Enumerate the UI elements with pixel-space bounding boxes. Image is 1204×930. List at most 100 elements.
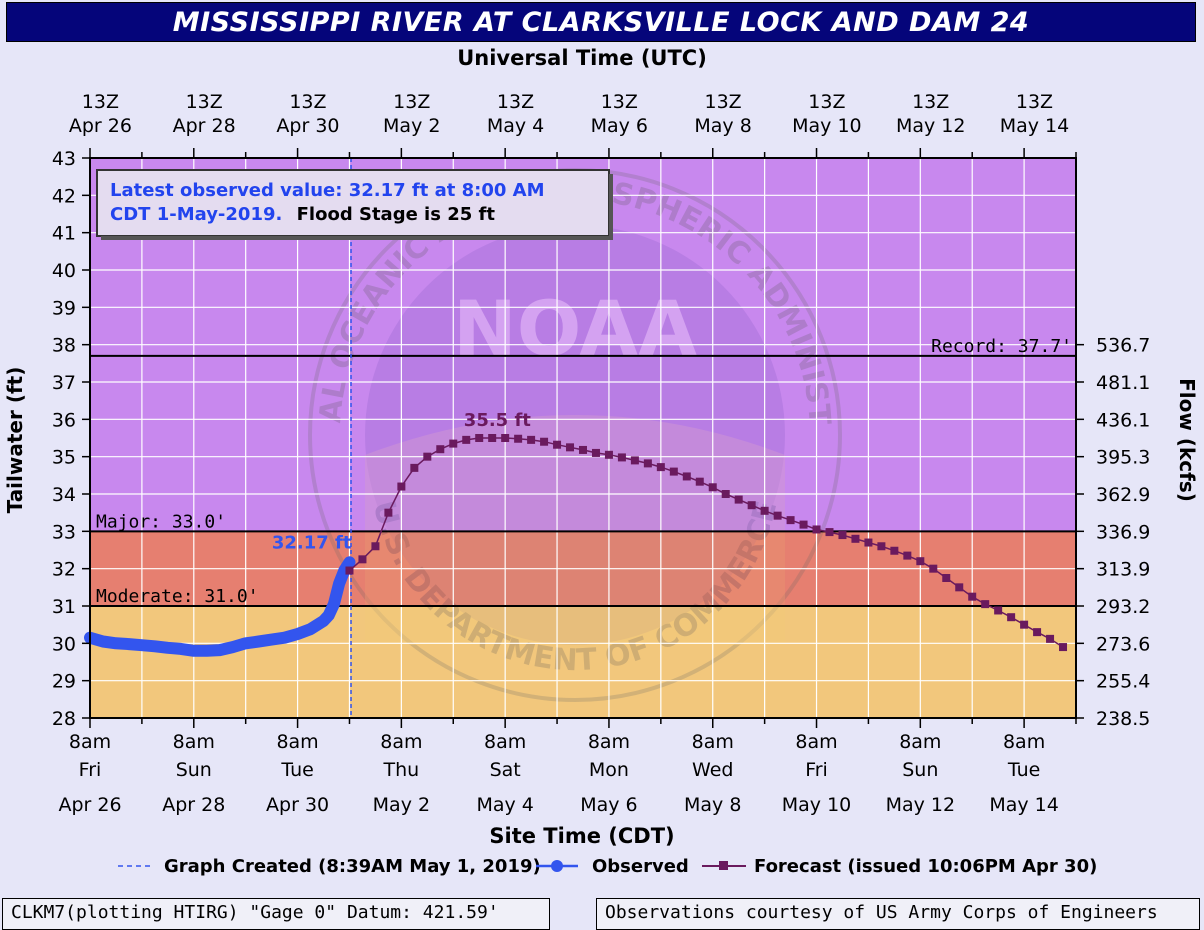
watermark-center-text: NOAA — [453, 284, 697, 373]
title-bar: MISSISSIPPI RIVER AT CLARKSVILLE LOCK AN… — [6, 2, 1196, 42]
top-tick-label-z: 13Z — [289, 91, 326, 113]
x-tick-label-time: 8am — [380, 731, 422, 753]
x-tick-label-time: 8am — [899, 731, 941, 753]
watermark-inner-circle — [365, 225, 785, 645]
watermark-bird — [365, 415, 785, 645]
forecast-point — [786, 516, 795, 525]
legend: Graph Created (8:39AM May 1, 2019) Obser… — [118, 856, 1097, 877]
y-tick-label: 28 — [52, 708, 76, 730]
info-observed-line1: Latest observed value: 32.17 ft at 8:00 … — [110, 180, 545, 201]
forecast-point — [682, 472, 691, 481]
x-tick-label-weekday: Tue — [280, 759, 313, 781]
band-action — [90, 606, 1076, 718]
svg-text:CDT 1-May-2019. Flood St: CDT 1-May-2019. Flood Stage is 25 ft — [110, 204, 495, 225]
forecast-point — [579, 445, 587, 454]
forecast-peak-label: 35.5 ft — [464, 410, 532, 431]
top-tick-label-date: Apr 26 — [69, 115, 132, 137]
forecast-point — [994, 606, 1003, 615]
forecast-point — [617, 453, 626, 462]
top-tick-label-date: May 14 — [1000, 115, 1070, 137]
top-tick-label-date: May 8 — [694, 115, 751, 137]
forecast-point — [734, 495, 743, 504]
info-flood-stage: Flood Stage is 25 ft — [297, 204, 496, 225]
legend-created: Graph Created (8:39AM May 1, 2019) — [164, 856, 541, 877]
x-tick-label-weekday: Sun — [902, 759, 938, 781]
top-axis-title: Universal Time (UTC) — [457, 46, 707, 70]
forecast-point — [488, 434, 497, 442]
x-tick-label-date: May 6 — [580, 794, 637, 816]
y2-tick-label: 436.1 — [1096, 409, 1150, 431]
forecast-point — [397, 482, 406, 491]
top-tick-label-z: 13Z — [705, 91, 742, 113]
forecast-point — [475, 434, 484, 442]
forecast-point — [929, 564, 938, 573]
forecast-point — [721, 490, 730, 498]
forecast-point — [423, 452, 432, 461]
x-tick-label-date: May 14 — [989, 794, 1059, 816]
forecast-point — [708, 483, 717, 492]
y2-tick-label: 536.7 — [1096, 335, 1150, 357]
x-tick-label-weekday: Wed — [692, 759, 733, 781]
chart-title: MISSISSIPPI RIVER AT CLARKSVILLE LOCK AN… — [172, 7, 1030, 38]
x-tick-label-weekday: Mon — [589, 759, 629, 781]
forecast-point — [345, 566, 354, 575]
x-tick-label-weekday: Sun — [176, 759, 212, 781]
forecast-point — [514, 434, 523, 443]
top-tick-label-z: 13Z — [808, 91, 845, 113]
y-tick-label: 36 — [52, 409, 76, 431]
plot-frame — [89, 157, 1077, 719]
forecast-point — [410, 463, 419, 472]
axes: 28 29 30 31 32 33 34 35 36 37 38 39 40 41 42 43 238.5 255… — [52, 91, 1151, 816]
forecast-point — [903, 551, 912, 560]
legend-forecast-marker — [719, 861, 728, 870]
top-tick-label-z: 13Z — [186, 91, 223, 113]
forecast-point — [942, 574, 951, 582]
threshold-label: Moderate: 31.0' — [96, 586, 259, 607]
y-axis-label: Tailwater (ft) — [3, 367, 27, 514]
y-tick-label: 34 — [52, 484, 76, 506]
y-tick-label: 42 — [52, 185, 76, 207]
y-tick-label: 38 — [52, 335, 76, 357]
top-tick-label-z: 13Z — [1016, 91, 1053, 113]
x-tick-label-weekday: Tue — [1007, 759, 1040, 781]
forecast-point — [695, 477, 704, 486]
forecast-point — [864, 538, 873, 547]
forecast-point — [540, 437, 549, 446]
x-tick-label-time: 8am — [69, 731, 111, 753]
y2-tick-label: 481.1 — [1096, 372, 1150, 394]
x-tick-label-time: 8am — [276, 731, 318, 753]
threshold-label: Major: 33.0' — [96, 511, 226, 532]
top-tick-label-date: May 2 — [383, 115, 440, 137]
forecast-point — [799, 520, 808, 529]
forecast-point — [760, 506, 769, 515]
y2-tick-label: 336.9 — [1096, 521, 1150, 543]
info-box: Latest observed value: 32.17 ft at 8:00 … — [96, 169, 613, 240]
y-tick-label: 35 — [52, 447, 76, 469]
legend-observed: Observed — [592, 856, 689, 877]
top-tick-label-date: May 6 — [591, 115, 648, 137]
forecast-point — [877, 542, 886, 551]
forecast-point — [890, 546, 899, 555]
forecast-point — [916, 557, 925, 566]
forecast-point — [656, 463, 665, 472]
forecast-point — [358, 555, 367, 564]
x-tick-label-time: 8am — [692, 731, 734, 753]
forecast-point — [851, 534, 860, 543]
y-tick-label: 43 — [52, 148, 76, 170]
y-tick-label: 33 — [52, 521, 76, 543]
forecast-point — [501, 434, 510, 442]
y-tick-label: 30 — [52, 633, 76, 655]
x-tick-label-time: 8am — [173, 731, 215, 753]
forecast-point — [1033, 628, 1042, 637]
y-tick-label: 37 — [52, 372, 76, 394]
top-tick-label-z: 13Z — [912, 91, 949, 113]
y2-tick-label: 238.5 — [1096, 708, 1150, 730]
footer-datum: CLKM7(plotting HTIRG) "Gage 0" Datum: 42… — [2, 898, 550, 930]
forecast-point — [669, 467, 678, 476]
footer-source: Observations courtesy of US Army Corps o… — [596, 898, 1200, 930]
forecast-point — [449, 439, 458, 448]
top-tick-label-date: May 4 — [487, 115, 544, 137]
threshold-lines: Record: 37.7' Major: 33.0' Moderate: 31.0' — [90, 158, 1076, 718]
forecast-point — [462, 435, 471, 444]
x-tick-label-date: Apr 26 — [58, 794, 121, 816]
